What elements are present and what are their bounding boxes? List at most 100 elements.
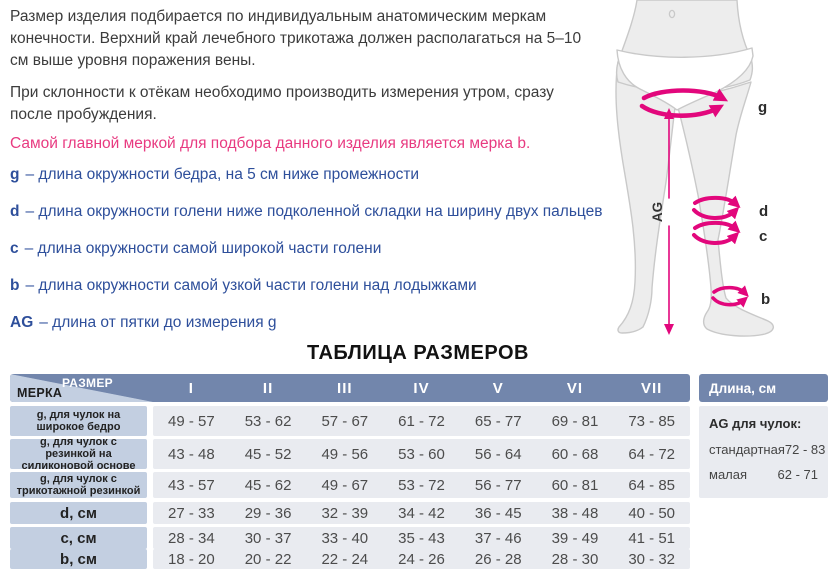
column-header: V <box>492 379 504 397</box>
intro-p1-line3: см выше уровня поражения вены. <box>10 52 256 69</box>
row-label: c, см <box>10 527 147 549</box>
measurement-text: – длина окружности голени ниже подколенн… <box>25 203 603 220</box>
column-header: IV <box>413 379 430 397</box>
row-label: b, см <box>10 549 147 569</box>
length-value: 72 - 83 <box>784 442 826 457</box>
table-cell: 53 - 60 <box>398 445 445 463</box>
table-cell: 64 - 72 <box>628 445 676 463</box>
table-cell: 41 - 51 <box>628 529 676 547</box>
column-header: VI <box>566 379 584 397</box>
row-label: g, для чулок с резинкой на силиконовой о… <box>10 436 147 472</box>
table-cell: 27 - 33 <box>168 504 215 522</box>
table-corner-cell: РАЗМЕР МЕРКА <box>10 374 153 402</box>
intro-p1-line2: конечности. Верхний край лечебного трико… <box>10 30 582 47</box>
table-cell: 53 - 62 <box>244 412 292 430</box>
row-label: g, для чулок с трикотажной резинкой <box>10 472 147 498</box>
b-arrow <box>712 285 749 297</box>
ag-arrowhead-down <box>664 324 674 335</box>
measurement-key: d <box>10 203 20 220</box>
table-row-d: d, см 27 - 33 29 - 36 32 - 39 34 - 42 36… <box>10 502 690 524</box>
measurement-text: – длина окружности бедра, на 5 см ниже п… <box>25 166 420 183</box>
table-cell: 30 - 32 <box>628 550 676 568</box>
row-values: 18 - 20 20 - 22 22 - 24 24 - 26 26 - 28 … <box>153 549 690 569</box>
row-values: 27 - 33 29 - 36 32 - 39 34 - 42 36 - 45 … <box>153 502 690 524</box>
intro-paragraph-1: Размер изделия подбирается по индивидуал… <box>10 6 642 72</box>
diagram-label-b: b <box>761 291 770 308</box>
table-cell: 37 - 46 <box>474 529 522 547</box>
table-cell: 22 - 24 <box>321 550 369 568</box>
table-cell: 43 - 57 <box>168 476 215 494</box>
table-row-g-knit: g, для чулок с трикотажной резинкой 43 -… <box>10 472 690 498</box>
measurement-key: g <box>10 166 20 183</box>
row-label: d, см <box>10 502 147 524</box>
length-row-small: малая 62 - 71 <box>709 467 818 482</box>
measurement-item-b: b – длина окружности самой узкой части го… <box>10 275 602 297</box>
table-cell: 39 - 49 <box>551 529 599 547</box>
table-cell: 20 - 22 <box>244 550 292 568</box>
table-cell: 32 - 39 <box>321 504 369 522</box>
key-measurement-note: Самой главной меркой для подбора данного… <box>10 135 531 152</box>
table-cell: 26 - 28 <box>474 550 522 568</box>
table-cell: 60 - 81 <box>551 476 599 494</box>
length-panel-header: Длина, см <box>699 374 828 402</box>
measurement-item-d: d – длина окружности голени ниже подколен… <box>10 201 602 223</box>
size-table-header: РАЗМЕР МЕРКА I II III IV V VI VII <box>10 374 690 402</box>
size-column-headers: I II III IV V VI VII <box>153 374 690 402</box>
navel-mark <box>668 9 676 19</box>
column-header: III <box>337 379 353 397</box>
table-cell: 49 - 57 <box>168 412 215 430</box>
length-panel-body: AG для чулок: стандартная 72 - 83 малая … <box>699 406 828 498</box>
row-values: 43 - 48 45 - 52 49 - 56 53 - 60 56 - 64 … <box>153 439 690 469</box>
d-arrow <box>692 206 740 220</box>
table-row-g-silicone: g, для чулок с резинкой на силиконовой о… <box>10 436 690 472</box>
measurement-item-ag: AG – длина от пятки до измерения g <box>10 312 602 334</box>
table-cell: 56 - 64 <box>474 445 522 463</box>
table-cell: 69 - 81 <box>551 412 599 430</box>
table-row-c: c, см 28 - 34 30 - 37 33 - 40 35 - 43 37… <box>10 527 690 549</box>
diagram-label-d: d <box>759 203 768 220</box>
measurement-item-g: g – длина окружности бедра, на 5 см ниже … <box>10 164 602 186</box>
table-cell: 65 - 77 <box>474 412 522 430</box>
column-header: VII <box>641 379 663 397</box>
table-cell: 45 - 62 <box>244 476 292 494</box>
table-row-g-wide-hip: g, для чулок на широкое бедро 49 - 57 53… <box>10 406 690 436</box>
table-cell: 29 - 36 <box>244 504 292 522</box>
corner-label-measure: МЕРКА <box>17 386 63 400</box>
c-arrow <box>693 220 741 233</box>
measure-arrows <box>639 88 749 328</box>
diagram-label-g: g <box>758 99 767 116</box>
length-row-standard: стандартная 72 - 83 <box>709 442 825 457</box>
table-cell: 33 - 40 <box>321 529 369 547</box>
row-values: 43 - 57 45 - 62 49 - 67 53 - 72 56 - 77 … <box>153 472 690 498</box>
table-cell: 49 - 56 <box>321 445 369 463</box>
table-cell: 57 - 67 <box>321 412 369 430</box>
g-arrow <box>641 88 729 102</box>
table-cell: 18 - 20 <box>168 550 215 568</box>
c-arrow <box>692 231 740 245</box>
table-cell: 73 - 85 <box>628 412 676 430</box>
intro-paragraph-2: При склонности к отёкам необходимо произ… <box>10 82 642 126</box>
table-cell: 36 - 45 <box>474 504 522 522</box>
diagram-label-ag: AG <box>650 202 665 222</box>
table-cell: 53 - 72 <box>398 476 445 494</box>
table-cell: 28 - 30 <box>551 550 599 568</box>
length-label: стандартная <box>709 442 785 457</box>
table-cell: 35 - 43 <box>398 529 445 547</box>
measurement-key: AG <box>10 314 34 331</box>
intro-p2-line2: после пробуждения. <box>10 106 157 123</box>
g-arrow <box>639 103 725 118</box>
table-cell: 34 - 42 <box>398 504 445 522</box>
measurement-definitions-list: g – длина окружности бедра, на 5 см ниже … <box>10 164 602 349</box>
table-cell: 49 - 67 <box>321 476 369 494</box>
measurement-item-c: c – длина окружности самой широкой части … <box>10 238 602 260</box>
table-cell: 30 - 37 <box>244 529 292 547</box>
ag-arrowhead-up <box>664 108 674 119</box>
leg-measurement-diagram: g d c b AG <box>615 0 774 337</box>
d-arrow <box>693 195 741 208</box>
intro-p2-line1: При склонности к отёкам необходимо произ… <box>10 84 554 101</box>
row-values: 49 - 57 53 - 62 57 - 67 61 - 72 65 - 77 … <box>153 406 690 436</box>
column-header: II <box>262 379 274 397</box>
table-cell: 38 - 48 <box>551 504 599 522</box>
intro-p1-line1: Размер изделия подбирается по индивидуал… <box>10 8 547 25</box>
